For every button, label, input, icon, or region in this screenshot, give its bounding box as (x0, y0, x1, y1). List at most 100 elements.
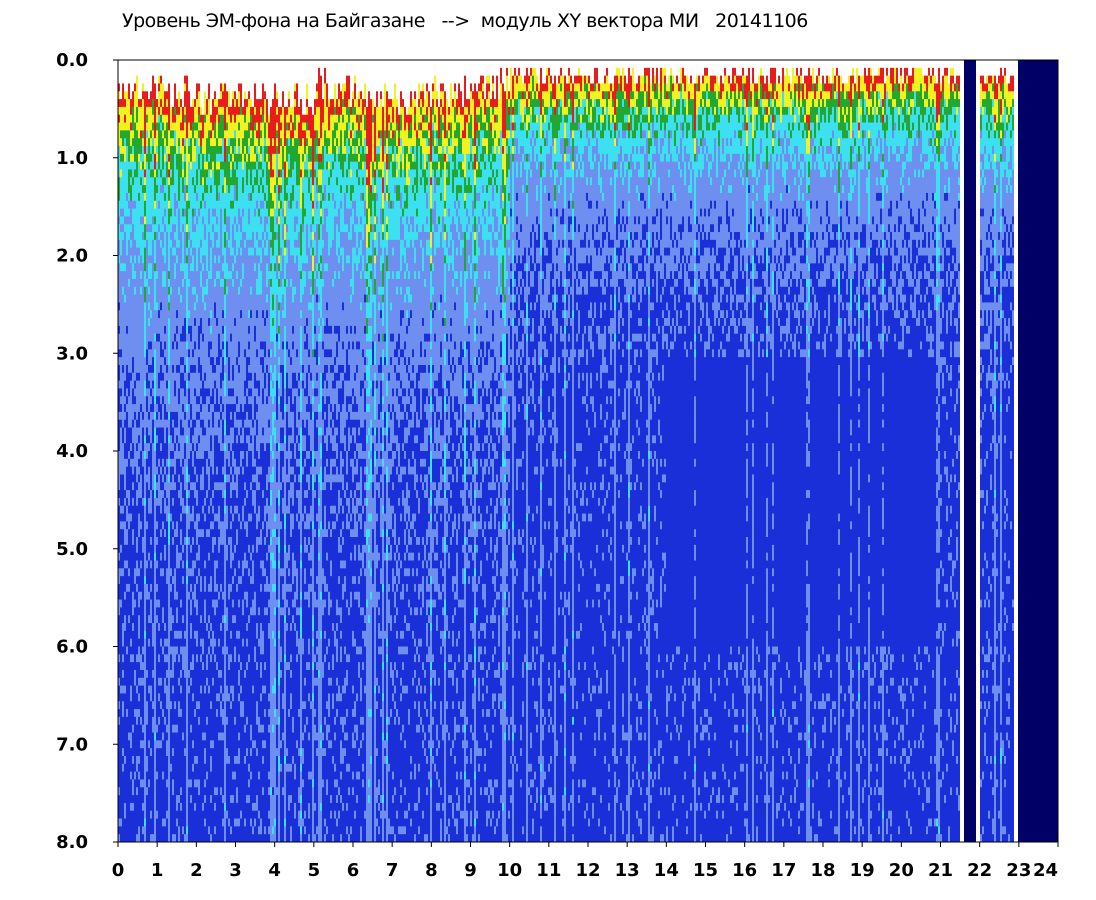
spectrogram-column (302, 60, 305, 842)
spectrogram-column (572, 60, 575, 842)
spectrogram-column (162, 60, 165, 842)
spectrogram-column (172, 60, 175, 842)
spectrogram-column (704, 60, 707, 842)
spectrogram-column (524, 60, 527, 842)
spectrogram-column (736, 60, 739, 842)
spectrogram-column (176, 60, 179, 842)
spectrogram-column (676, 60, 679, 842)
spectrogram-column (482, 60, 485, 842)
spectrogram-column (244, 60, 247, 842)
spectrogram-column (274, 60, 277, 842)
spectrogram-column (146, 60, 149, 842)
spectrogram-column (602, 60, 605, 842)
spectrogram-column (488, 60, 491, 842)
spectrogram-column (744, 60, 747, 842)
spectrogram-column (842, 60, 845, 842)
x-tick-label: 3 (229, 860, 242, 881)
spectrogram-column (388, 60, 391, 842)
spectrogram-column (296, 60, 299, 842)
spectrogram-column (922, 60, 925, 842)
spectrogram-column (954, 60, 957, 842)
spectrogram-column (154, 60, 157, 842)
spectrogram-column (496, 60, 499, 842)
spectrogram-column (610, 60, 613, 842)
spectrogram-column (928, 60, 931, 842)
spectrogram-column (238, 60, 241, 842)
x-tick-label: 21 (928, 860, 953, 881)
spectrogram-column (1054, 60, 1057, 842)
spectrogram-column (812, 60, 815, 842)
spectrogram-column (306, 60, 309, 842)
spectrogram-column (580, 60, 583, 842)
spectrogram-column (930, 60, 933, 842)
spectrogram-column (1000, 60, 1003, 842)
spectrogram-column (1032, 60, 1035, 842)
spectrogram-column (202, 60, 205, 842)
spectrogram-column (942, 60, 945, 842)
spectrogram-column (442, 60, 445, 842)
spectrogram-column (404, 60, 407, 842)
spectrogram-column (696, 60, 699, 842)
spectrogram-column (894, 60, 897, 842)
spectrogram-column (218, 60, 221, 842)
spectrogram-column (850, 60, 853, 842)
spectrogram-column (494, 60, 497, 842)
spectrogram-column (358, 60, 361, 842)
spectrogram-column (458, 60, 461, 842)
spectrogram-column (272, 60, 275, 842)
spectrogram-column (950, 60, 953, 842)
spectrogram-column (1020, 60, 1023, 842)
spectrogram-column (796, 60, 799, 842)
x-tick-label: 20 (889, 860, 914, 881)
spectrogram-column (354, 60, 357, 842)
x-tick-label: 12 (575, 860, 600, 881)
spectrogram-column (268, 60, 271, 842)
spectrogram-column (214, 60, 217, 842)
spectrogram-column (564, 60, 567, 842)
spectrogram-column (578, 60, 581, 842)
spectrogram-column (862, 60, 865, 842)
spectrogram-column (552, 60, 555, 842)
spectrogram-column (440, 60, 443, 842)
spectrogram-column (402, 60, 405, 842)
spectrogram-column (900, 60, 903, 842)
spectrogram-column (864, 60, 867, 842)
spectrogram-column (570, 60, 573, 842)
spectrogram-column (428, 60, 431, 842)
spectrogram-column (834, 60, 837, 842)
spectrogram-column (806, 60, 809, 842)
spectrogram-column (590, 60, 593, 842)
x-tick-label: 4 (268, 860, 281, 881)
spectrogram-column (1016, 60, 1019, 842)
spectrogram-column (288, 60, 291, 842)
spectrogram-column (730, 60, 733, 842)
spectrogram-column (874, 60, 877, 842)
spectrogram-column (316, 60, 319, 842)
spectrogram-column (422, 60, 425, 842)
spectrogram-column (126, 60, 129, 842)
spectrogram-column (724, 60, 727, 842)
y-tick-label: 5.0 (56, 539, 88, 560)
spectrogram-column (892, 60, 895, 842)
spectrogram-column (280, 60, 283, 842)
spectrogram-column (690, 60, 693, 842)
spectrogram-column (814, 60, 817, 842)
spectrogram-column (252, 60, 255, 842)
spectrogram-column (870, 60, 873, 842)
spectrogram-column (544, 60, 547, 842)
spectrogram-column (698, 60, 701, 842)
spectrogram-column (688, 60, 691, 842)
spectrogram-column (322, 60, 325, 842)
spectrogram-column (618, 60, 621, 842)
spectrogram-column (382, 60, 385, 842)
spectrogram-column (292, 60, 295, 842)
spectrogram-column (522, 60, 525, 842)
spectrogram-column (560, 60, 563, 842)
spectrogram-column (826, 60, 829, 842)
spectrogram-column (734, 60, 737, 842)
spectrogram-column (996, 60, 999, 842)
spectrogram-column (208, 60, 211, 842)
spectrogram-column (506, 60, 509, 842)
spectrogram-column (234, 60, 237, 842)
spectrogram-column (310, 60, 313, 842)
